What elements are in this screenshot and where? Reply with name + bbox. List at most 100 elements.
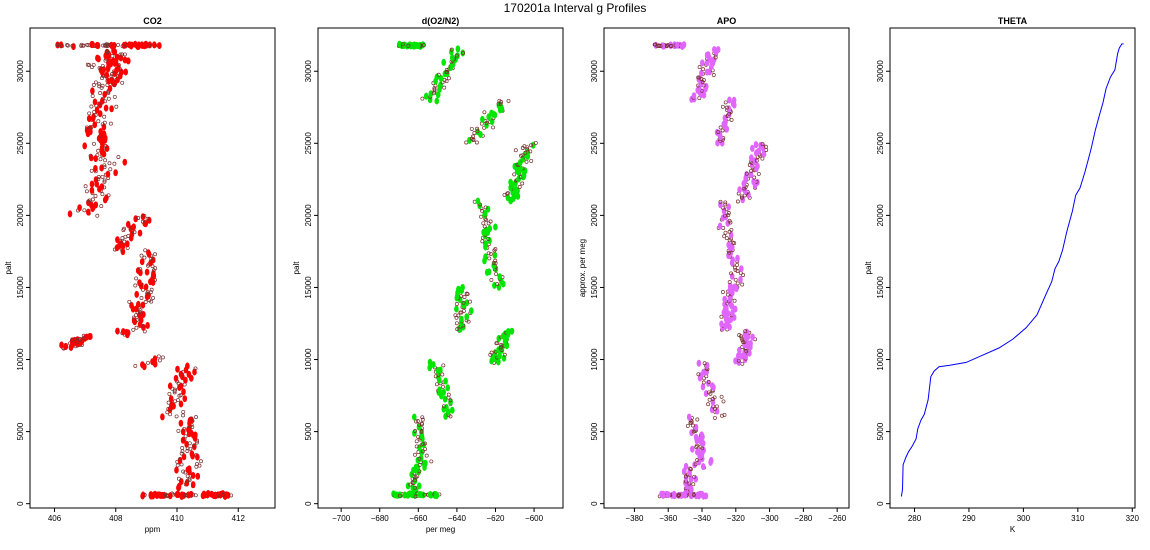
data-point [100, 63, 105, 68]
data-point [65, 43, 70, 48]
x-tick-label: 320 [1126, 514, 1140, 523]
data-point [475, 197, 481, 205]
data-point [697, 490, 703, 498]
data-point [735, 269, 740, 273]
data-point [727, 280, 732, 285]
data-point [737, 186, 742, 194]
data-point [142, 493, 147, 497]
data-point [172, 390, 177, 395]
plot-frame [889, 27, 1136, 509]
data-point [179, 478, 184, 486]
data-point [116, 42, 121, 47]
data-point [699, 59, 705, 67]
data-point [715, 46, 721, 54]
y-tick-label: 15000 [304, 276, 313, 299]
data-point [191, 443, 196, 448]
data-point [739, 195, 744, 200]
data-point [464, 313, 470, 321]
data-point [100, 174, 105, 179]
data-point [696, 448, 701, 456]
x-tick-label: −620 [486, 514, 505, 523]
data-point [107, 161, 112, 166]
data-point [437, 386, 442, 394]
data-point [729, 271, 734, 276]
y-tick-label: 0 [876, 501, 885, 506]
data-point [720, 290, 725, 294]
data-point [499, 344, 503, 349]
data-point [703, 492, 709, 500]
data-point [427, 491, 433, 499]
data-point [429, 459, 434, 464]
data-point [416, 423, 422, 431]
data-point [727, 96, 732, 104]
panels: CO2 406 408 410 412 0 5000 10000 15000 20000 25000… [4, 16, 1139, 534]
data-point [748, 171, 754, 179]
data-point [175, 463, 180, 468]
data-point [123, 68, 128, 76]
data-point [672, 492, 677, 500]
data-point [729, 227, 734, 232]
data-point [696, 75, 701, 80]
x-tick-label: 406 [48, 514, 62, 523]
data-point [512, 162, 518, 170]
data-point [109, 105, 114, 113]
data-point [414, 444, 419, 449]
data-point [176, 428, 181, 433]
data-point [102, 90, 107, 98]
data-point [533, 140, 538, 145]
data-point [692, 474, 697, 479]
data-point [444, 67, 449, 72]
data-point [111, 47, 116, 55]
data-point [139, 253, 144, 258]
data-point [469, 126, 474, 131]
x-tick-label: 408 [109, 514, 123, 523]
data-point [114, 104, 119, 109]
data-point [468, 307, 474, 315]
y-tick-label: 25000 [304, 132, 313, 155]
data-point [441, 388, 447, 396]
data-point [96, 175, 101, 179]
data-point [486, 251, 491, 256]
data-point [707, 397, 712, 402]
data-point [513, 148, 518, 153]
data-point [137, 229, 143, 237]
data-point [423, 441, 427, 446]
data-point [112, 83, 117, 88]
data-point [143, 283, 149, 291]
theta-line [900, 43, 1124, 497]
data-point [93, 201, 99, 209]
data-point [482, 224, 487, 229]
data-point [424, 453, 429, 458]
data-point [685, 423, 690, 428]
data-point [460, 283, 465, 291]
data-point [400, 42, 405, 47]
data-point [115, 236, 120, 244]
plot-frame [317, 27, 564, 509]
data-point [729, 117, 734, 122]
data-point [85, 42, 90, 47]
data-point [59, 341, 64, 349]
y-tick-label: 25000 [16, 132, 25, 155]
data-point [688, 466, 693, 471]
data-point [438, 366, 443, 374]
data-point [113, 169, 118, 177]
data-point [132, 230, 137, 235]
data-point [143, 248, 148, 253]
data-point [134, 276, 139, 281]
data-point [442, 85, 447, 90]
data-point [67, 210, 73, 218]
data-point [144, 268, 150, 276]
data-point [93, 80, 98, 85]
data-point [413, 494, 418, 499]
data-point [140, 301, 146, 309]
data-point [524, 159, 529, 164]
data-point [737, 346, 742, 354]
data-point [195, 440, 199, 445]
y-tick-label: 30000 [16, 60, 25, 83]
data-point [726, 105, 732, 113]
data-point [482, 240, 488, 248]
data-point [96, 55, 101, 63]
data-point [495, 282, 500, 287]
data-point [743, 329, 748, 334]
y-axis-label: approx. per meg [578, 239, 587, 297]
